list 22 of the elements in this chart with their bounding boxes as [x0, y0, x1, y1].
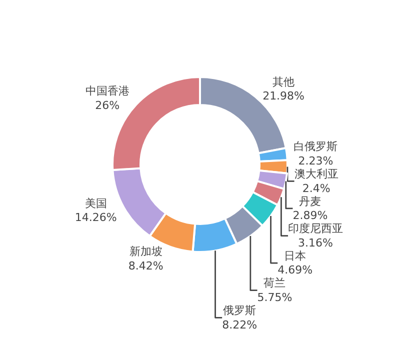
data-label: 14.26%	[74, 211, 117, 224]
slice-label: 荷兰	[264, 276, 286, 290]
data-label: 2.23%	[298, 154, 334, 168]
data-label: 21.98%	[262, 90, 305, 103]
data-label: 26%	[95, 98, 120, 112]
slice-label: 新加坡	[129, 245, 162, 258]
slice-label: 其他	[272, 75, 295, 88]
slice-label: 澳大利亚	[294, 168, 338, 181]
slice-label: 丹麦	[299, 194, 322, 208]
data-label: 2.89%	[292, 209, 328, 222]
slice-label: 印度尼西亚	[288, 222, 344, 236]
data-label: 8.22%	[222, 318, 258, 332]
slice-label: 日本	[284, 249, 306, 262]
slice-label: 俄罗斯	[223, 304, 256, 318]
slice-label: 白俄罗斯	[294, 140, 338, 154]
slice-label: 美国	[84, 196, 107, 210]
data-label: 5.75%	[257, 291, 292, 304]
slice-label: 中国香港	[85, 84, 130, 98]
data-label: 2.4%	[302, 182, 330, 195]
data-label: 8.42%	[128, 259, 164, 272]
data-label: 3.16%	[298, 236, 333, 250]
data-label: 4.69%	[278, 264, 313, 277]
